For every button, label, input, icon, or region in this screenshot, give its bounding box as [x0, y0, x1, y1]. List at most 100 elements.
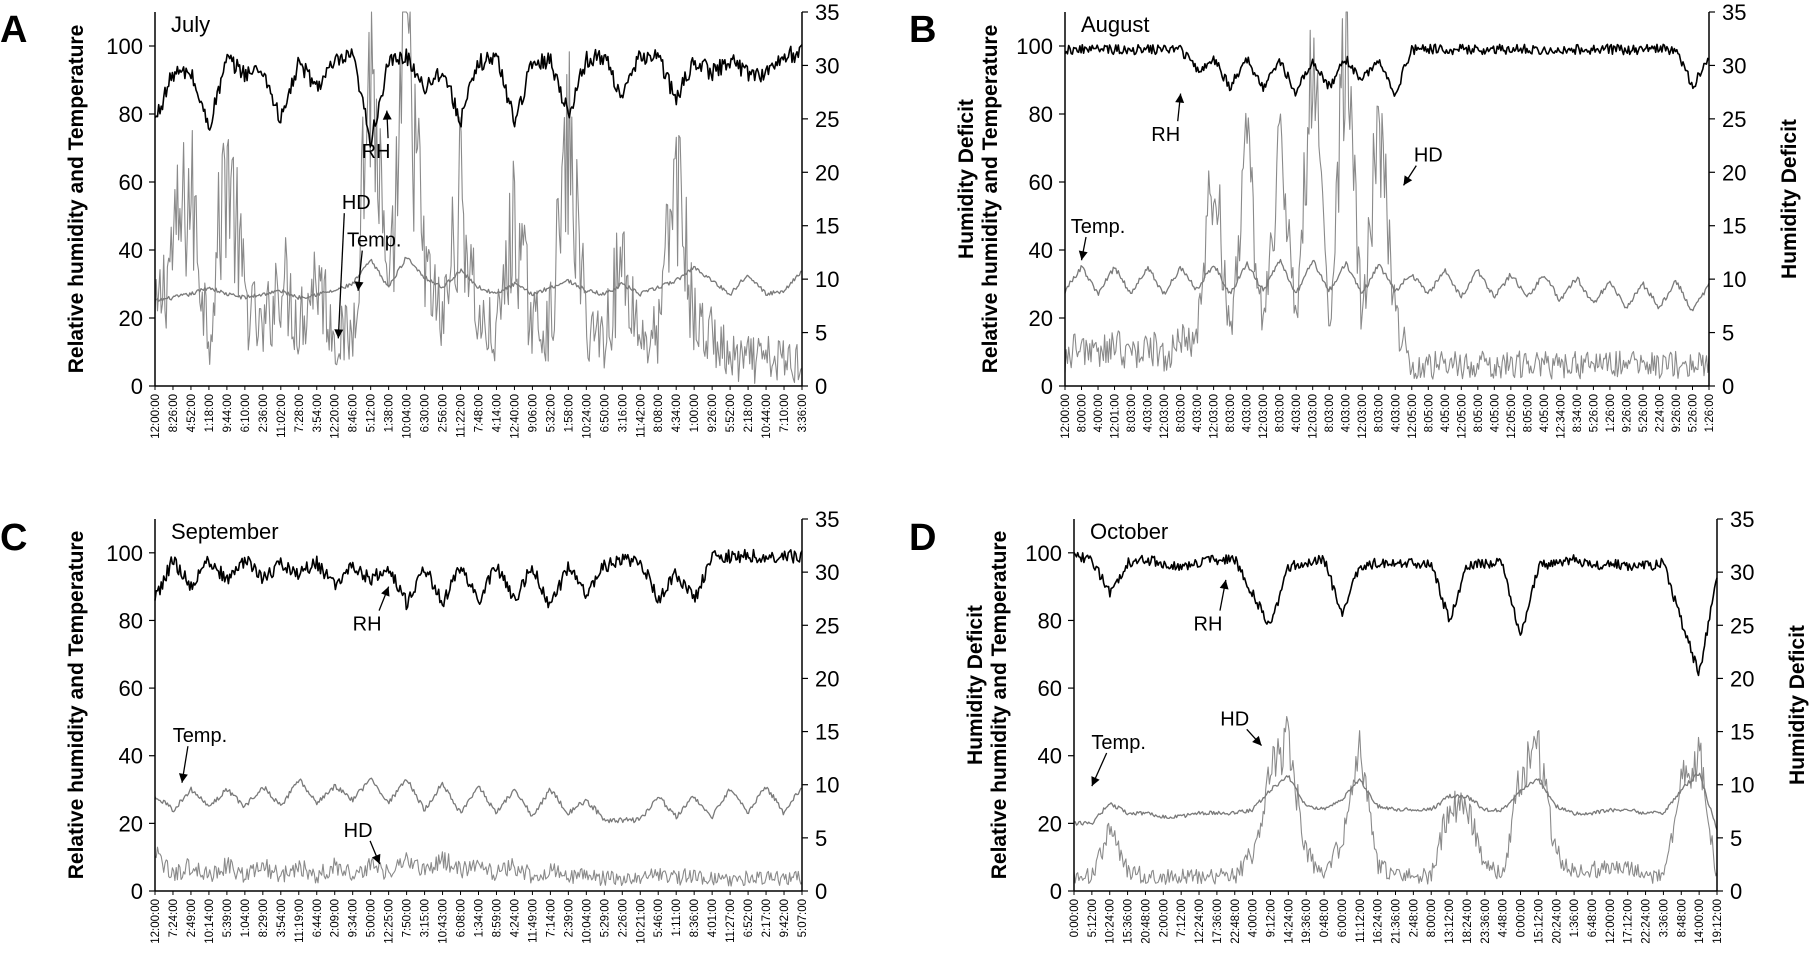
series-rh-line: [154, 44, 803, 148]
x-tick-label: 8:05:00: [1522, 394, 1534, 432]
x-tick-label: 12:01:00: [1110, 394, 1122, 439]
y-tick-label: 0: [131, 374, 143, 399]
panel-a: A July 0 20 40 60 80 100 0 5 10 15 20 25 30 35 12:00:00 8…: [0, 0, 839, 439]
x-tick-label: 3:36:00: [797, 394, 809, 432]
x-tick-label: 11:02:00: [276, 394, 288, 438]
x-tick-label: 3:16:00: [617, 394, 629, 432]
annotation-arrowhead: [1252, 735, 1262, 746]
x-tick-label: 8:03:00: [1225, 394, 1237, 432]
y-axis-label-2: Humidity Deficit: [964, 605, 987, 765]
y2-axis-label: Humidity Deficit: [1786, 625, 1809, 785]
x-tick-label: 1:38:00: [384, 394, 396, 432]
annotation-label: RH: [353, 614, 382, 636]
x-tick-label: 10:24:00: [581, 394, 593, 439]
panel-c: C September 0 20 40 60 80 100 0 5 10 15 20 25 30 35 12:0…: [0, 507, 839, 944]
y2-tick-label: 10: [1730, 773, 1754, 798]
x-tick-label: 0:00:00: [1516, 899, 1528, 937]
x-tick-label: 8:03:00: [1176, 394, 1188, 432]
x-tick-label: 4:05:00: [1539, 394, 1551, 432]
x-tick-label: 4:05:00: [1440, 394, 1452, 432]
annotation-arrow: [337, 213, 345, 339]
x-tick-label: 9:42:00: [779, 899, 791, 937]
x-tick-label: 3:36:00: [1658, 899, 1670, 937]
y2-tick-label: 15: [1730, 720, 1754, 745]
series-hd-line: [1064, 11, 1710, 380]
x-tick-label: 9:26:00: [707, 394, 719, 432]
x-tick-label: 4:03:00: [1341, 394, 1353, 432]
x-tick-label: 17:12:00: [1623, 899, 1635, 944]
annotation-arrowhead: [178, 773, 188, 783]
x-tick-label: 5:29:00: [599, 899, 611, 937]
x-tick-label: 8:26:00: [168, 394, 180, 432]
y2-tick-label: 15: [815, 720, 839, 745]
x-tick-label: 3:54:00: [276, 899, 288, 937]
x-tick-label: 11:19:00: [294, 899, 306, 943]
x-tick-label: 11:42:00: [635, 394, 647, 438]
x-tick-label: 4:03:00: [1390, 394, 1402, 432]
x-tick-label: 7:14:00: [545, 899, 557, 937]
x-tick-label: 2:36:00: [258, 394, 270, 432]
series-hd-line: [1073, 715, 1718, 885]
x-tick-label: 5:39:00: [222, 899, 234, 937]
x-tick-label: 2:48:00: [1408, 899, 1420, 937]
annotation-arrowhead: [1078, 250, 1088, 261]
y2-tick-label: 25: [1722, 107, 1746, 132]
x-tick-label: 2:26:00: [617, 899, 629, 937]
x-tick-label: 7:28:00: [294, 394, 306, 432]
x-tick-label: 12:25:00: [384, 899, 396, 944]
x-tick-label: 20:24:00: [1551, 899, 1563, 944]
y2-tick-label: 20: [815, 160, 839, 185]
x-tick-label: 12:20:00: [330, 394, 342, 439]
x-tick-label: 5:12:00: [366, 394, 378, 432]
y-tick-label: 20: [119, 811, 143, 836]
x-tick-label: 9:06:00: [527, 394, 539, 432]
y-tick-label: 20: [1029, 306, 1053, 331]
x-tick-label: 1:26:00: [1704, 394, 1716, 432]
x-tick-label: 8:48:00: [1676, 899, 1688, 937]
series-rh-line: [154, 548, 803, 611]
series-temp-line: [154, 256, 803, 302]
x-tick-label: 12:00:00: [1060, 394, 1072, 439]
x-tick-label: 5:00:00: [366, 899, 378, 937]
series-temp-line: [1073, 772, 1718, 831]
y2-tick-label: 30: [815, 560, 839, 585]
x-tick-label: 12:03:00: [1258, 394, 1270, 439]
x-tick-label: 5:07:00: [797, 899, 809, 937]
panel-letter: A: [0, 9, 27, 51]
x-tick-label: 4:03:00: [1291, 394, 1303, 432]
annotation-arrowhead: [381, 586, 390, 597]
x-tick-label: 11:27:00: [725, 899, 737, 943]
x-tick-label: 11:22:00: [456, 394, 468, 438]
y-tick-label: 0: [1041, 374, 1053, 399]
y2-tick-label: 30: [815, 53, 839, 78]
x-tick-label: 8:05:00: [1473, 394, 1485, 432]
x-tick-label: 2:56:00: [438, 394, 450, 432]
x-tick-label: 4:48:00: [1498, 899, 1510, 937]
x-tick-label: 4:00:00: [1093, 394, 1105, 432]
y-tick-label: 80: [119, 102, 143, 127]
x-tick-label: 5:12:00: [1087, 899, 1099, 937]
panel-title: September: [171, 519, 279, 544]
x-tick-label: 1:26:00: [1605, 394, 1617, 432]
x-tick-label: 1:58:00: [563, 394, 575, 432]
x-tick-label: 10:21:00: [635, 899, 647, 944]
panel-letter: B: [909, 9, 936, 51]
x-tick-label: 8:03:00: [1324, 394, 1336, 432]
annotation-label: RH: [1151, 124, 1180, 146]
x-tick-label: 8:29:00: [258, 899, 270, 937]
annotation-arrowhead: [354, 281, 364, 291]
x-tick-label: 11:49:00: [527, 899, 539, 943]
x-tick-label: 12:05:00: [1456, 394, 1468, 439]
y-tick-label: 40: [119, 744, 143, 769]
x-tick-label: 15:36:00: [1123, 899, 1135, 944]
x-tick-label: 6:00:00: [1337, 899, 1349, 937]
x-tick-label: 6:30:00: [420, 394, 432, 432]
x-tick-label: 12:34:00: [1555, 394, 1567, 439]
y2-tick-label: 0: [815, 879, 827, 904]
x-tick-label: 15:12:00: [1533, 899, 1545, 944]
x-tick-label: 0:00:00: [1069, 899, 1081, 937]
x-tick-label: 12:03:00: [1308, 394, 1320, 439]
x-tick-label: 4:05:00: [1489, 394, 1501, 432]
y2-tick-label: 35: [1730, 507, 1754, 532]
